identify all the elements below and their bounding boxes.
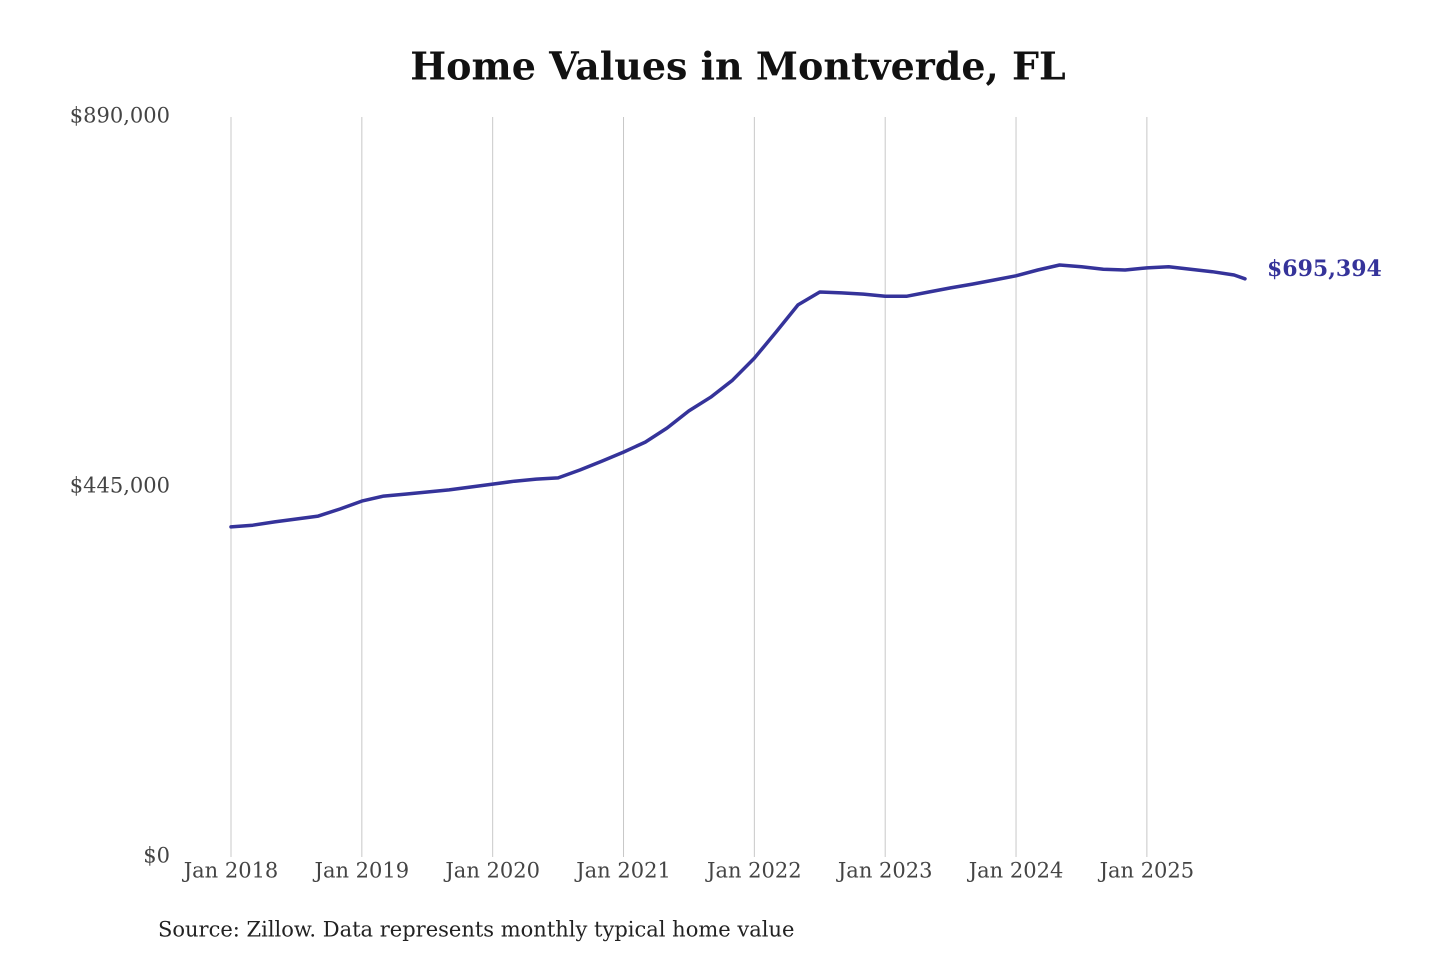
- x-tick-label: Jan 2022: [705, 859, 802, 883]
- y-tick-label: $890,000: [70, 104, 170, 128]
- chart-title: Home Values in Montverde, FL: [410, 44, 1065, 89]
- source-note: Source: Zillow. Data represents monthly …: [158, 918, 794, 942]
- value-label: $695,394: [1267, 256, 1382, 282]
- x-tick-label: Jan 2018: [182, 859, 279, 883]
- y-tick-label: $0: [143, 844, 170, 868]
- data-line: [229, 263, 1247, 529]
- x-tick-label: Jan 2024: [967, 859, 1064, 883]
- x-tick-label: Jan 2023: [836, 859, 933, 883]
- x-tick-label: Jan 2019: [313, 859, 410, 883]
- y-tick-label: $445,000: [70, 474, 170, 498]
- x-tick-label: Jan 2021: [574, 859, 671, 883]
- x-tick-label: Jan 2020: [443, 859, 540, 883]
- x-tick-label: Jan 2025: [1098, 859, 1195, 883]
